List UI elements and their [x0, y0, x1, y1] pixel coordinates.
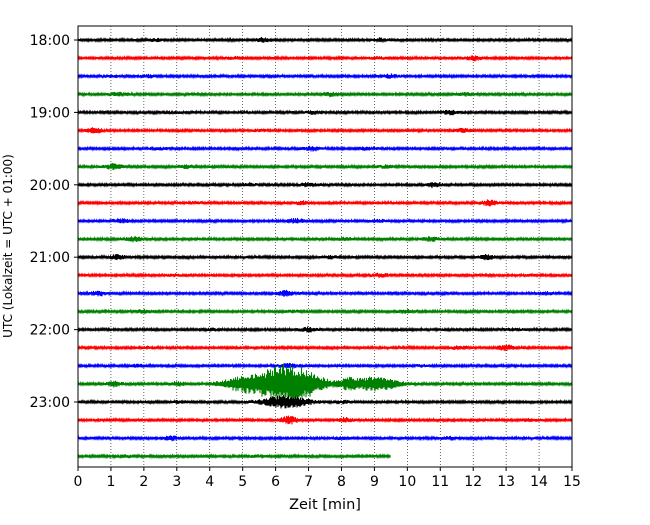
- trace-1945: [77, 163, 573, 171]
- trace-1845: [77, 91, 573, 98]
- y-tick-label: 18:00: [30, 33, 70, 49]
- trace-1815: [77, 54, 573, 62]
- x-tick-label: 9: [370, 474, 379, 490]
- x-tick-label: 8: [337, 474, 346, 490]
- x-tick-label: 13: [497, 474, 515, 490]
- trace-2315: [77, 415, 573, 425]
- y-tick-label: 23:00: [30, 395, 70, 411]
- trace-2215: [77, 344, 573, 352]
- trace-2015: [77, 199, 573, 207]
- x-tick-label: 5: [238, 474, 247, 490]
- y-axis-label: UTC (Lokalzeit = UTC + 01:00): [1, 154, 15, 338]
- trace-2030: [77, 217, 573, 225]
- trace-2045: [77, 235, 573, 243]
- x-tick-label: 15: [563, 474, 581, 490]
- trace-1915: [77, 127, 573, 134]
- y-tick-label: 19:00: [30, 105, 70, 121]
- trace-2130: [77, 289, 573, 297]
- x-tick-label: 3: [172, 474, 181, 490]
- x-axis-label: Zeit [min]: [289, 497, 361, 513]
- trace-1900: [77, 109, 573, 116]
- trace-2230: [77, 362, 573, 370]
- x-tick-label: 10: [398, 474, 416, 490]
- y-tick-label: 20:00: [30, 178, 70, 194]
- x-tick-label: 6: [271, 474, 280, 490]
- trace-2115: [77, 272, 573, 279]
- seismogram-traces: [77, 36, 573, 460]
- x-tick-label: 1: [106, 474, 115, 490]
- trace-1830: [77, 72, 573, 80]
- trace-2330: [77, 434, 573, 442]
- x-tick-label: 11: [431, 474, 449, 490]
- trace-2245: [77, 363, 573, 404]
- trace-2145: [77, 308, 573, 315]
- plot-frame: [77, 25, 573, 468]
- trace-1800: [77, 36, 573, 44]
- trace-2300: [77, 395, 573, 409]
- y-tick-label: 22:00: [30, 323, 70, 339]
- trace-1930: [77, 145, 573, 152]
- x-tick-label: 4: [205, 474, 214, 490]
- y-axis-ticks: 18:00 19:00 20:00 21:00 22:00 23:00: [30, 33, 78, 411]
- trace-2200: [77, 326, 573, 333]
- x-tick-label: 7: [304, 474, 313, 490]
- trace-2100: [77, 253, 573, 261]
- x-tick-label: 2: [139, 474, 148, 490]
- trace-2000: [77, 181, 573, 189]
- x-tick-label: 0: [74, 474, 83, 490]
- x-tick-label: 12: [464, 474, 482, 490]
- trace-2345: [77, 453, 391, 460]
- y-tick-label: 21:00: [30, 250, 70, 266]
- x-axis-ticks: 0 1 2 3 4 5 6 7 8 9 10 11 12 13 14 15: [74, 467, 581, 490]
- x-tick-label: 14: [530, 474, 548, 490]
